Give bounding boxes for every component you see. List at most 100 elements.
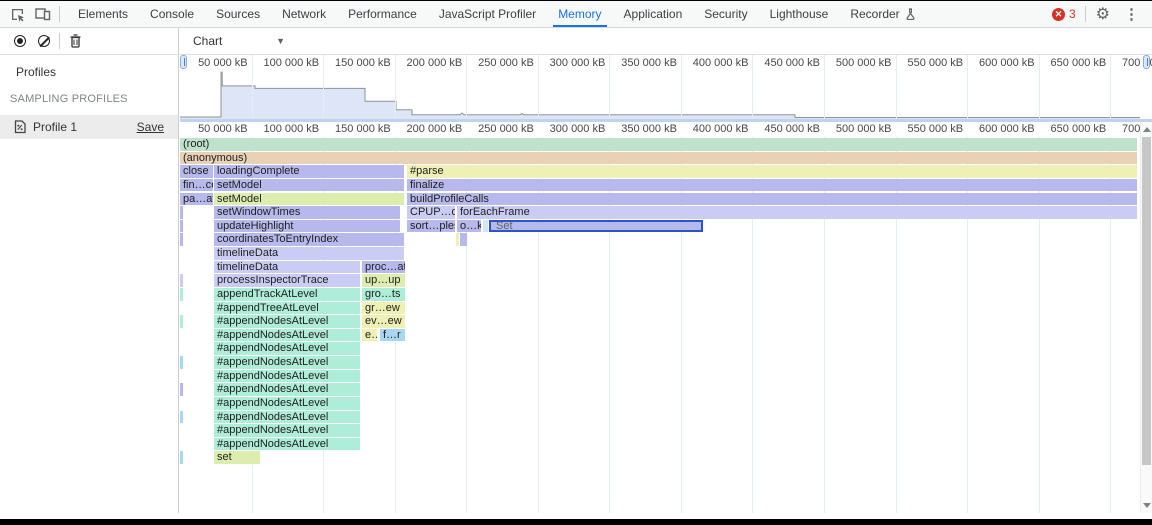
- error-icon: ✕: [1051, 7, 1065, 21]
- flame-block[interactable]: [180, 315, 183, 328]
- flame-block[interactable]: [180, 287, 183, 301]
- flame-block[interactable]: gr…ew: [362, 301, 405, 315]
- gridline: [323, 55, 325, 122]
- memory-panel-toolbar: Chart ▼: [0, 28, 1152, 55]
- gridline: [1038, 137, 1040, 513]
- flame-block[interactable]: #appendNodesAtLevel: [214, 369, 360, 383]
- view-mode-select[interactable]: Chart ▼: [187, 31, 291, 51]
- flame-block[interactable]: sort…ples: [407, 219, 455, 233]
- flame-block[interactable]: buildProfileCalls: [407, 192, 1137, 206]
- flame-block[interactable]: setModel: [214, 192, 404, 206]
- more-options-icon[interactable]: ⋮: [1124, 6, 1139, 23]
- tab-memory[interactable]: Memory: [547, 1, 612, 27]
- flame-block[interactable]: #appendNodesAtLevel: [214, 315, 360, 328]
- flame-block[interactable]: forEachFrame: [457, 206, 1137, 219]
- flame-block[interactable]: [180, 219, 183, 233]
- flame-block[interactable]: proc…ata: [362, 260, 405, 274]
- flame-block[interactable]: #appendNodesAtLevel: [214, 396, 360, 410]
- flame-block[interactable]: [180, 206, 183, 219]
- tab-lighthouse[interactable]: Lighthouse: [759, 1, 840, 27]
- tab-security[interactable]: Security: [693, 1, 758, 27]
- flame-block[interactable]: #parse: [407, 165, 1137, 178]
- toggle-device-toolbar-icon[interactable]: [30, 3, 56, 25]
- profiler-controls: [0, 28, 179, 54]
- tab-label: Elements: [78, 7, 129, 21]
- flame-block[interactable]: timelineData: [214, 247, 404, 260]
- sidebar-item-profile-1[interactable]: Profile 1 Save: [0, 115, 178, 139]
- record-heap-profile-button[interactable]: [8, 29, 32, 53]
- flame-block[interactable]: updateHighlight: [214, 219, 400, 233]
- flame-block[interactable]: [180, 274, 183, 287]
- flame-block[interactable]: e…: [362, 328, 377, 342]
- scrollbar-thumb[interactable]: [1142, 137, 1151, 465]
- flame-block[interactable]: set: [214, 451, 260, 465]
- flame-block[interactable]: [180, 356, 183, 369]
- overview-left-brush-handle[interactable]: [180, 55, 187, 69]
- tab-performance[interactable]: Performance: [337, 1, 428, 27]
- tab-application[interactable]: Application: [613, 1, 694, 27]
- flame-block[interactable]: (root): [180, 138, 1137, 151]
- chart-view: 50 000 kB 100 000 kB 150 000 kB 200 000 kB 2…: [180, 55, 1152, 513]
- flame-block[interactable]: CPUP…del: [407, 206, 455, 219]
- flame-block[interactable]: setWindowTimes: [214, 206, 400, 219]
- delete-profile-icon[interactable]: [63, 29, 87, 53]
- flame-block[interactable]: o…k: [457, 219, 481, 233]
- flame-block[interactable]: #appendNodesAtLevel: [214, 410, 360, 424]
- flame-block-selected[interactable]: Set: [489, 219, 703, 233]
- flame-block[interactable]: #appendNodesAtLevel: [214, 328, 360, 342]
- memory-overview-pane[interactable]: 50 000 kB 100 000 kB 150 000 kB 200 000 kB 2…: [180, 55, 1152, 122]
- axis-tick-label: 550 000 kB: [907, 123, 964, 135]
- flame-block[interactable]: finalize: [407, 178, 1137, 192]
- flame-block[interactable]: [180, 451, 183, 465]
- flame-block[interactable]: #appendNodesAtLevel: [214, 424, 360, 437]
- flame-block[interactable]: (anonymous): [180, 151, 1137, 165]
- flame-block[interactable]: ev…ew: [362, 315, 405, 328]
- flame-block[interactable]: #appendNodesAtLevel: [214, 437, 360, 451]
- flame-block[interactable]: #appendNodesAtLevel: [214, 383, 360, 396]
- flame-block[interactable]: [180, 410, 183, 424]
- flame-block[interactable]: setModel: [214, 178, 404, 192]
- scroll-down-arrow-icon[interactable]: [1143, 503, 1151, 508]
- flame-block[interactable]: timelineData: [214, 260, 360, 274]
- flame-block[interactable]: fin…ce: [180, 178, 213, 192]
- inspect-element-icon[interactable]: [4, 3, 30, 25]
- sampling-profiles-section-label: SAMPLING PROFILES: [10, 93, 128, 105]
- flame-block[interactable]: up…up: [362, 274, 405, 287]
- tab-recorder[interactable]: Recorder: [839, 1, 926, 27]
- tab-console[interactable]: Console: [139, 1, 205, 27]
- tab-javascript-profiler[interactable]: JavaScript Profiler: [428, 1, 547, 27]
- error-count-badge[interactable]: ✕ 3: [1046, 7, 1082, 21]
- settings-gear-icon[interactable]: ⚙: [1095, 6, 1110, 23]
- flame-block[interactable]: gro…ts: [362, 287, 405, 301]
- flame-block[interactable]: [180, 233, 183, 246]
- profiles-sidebar: Profiles SAMPLING PROFILES Profile 1 Sav…: [0, 55, 179, 513]
- clear-profiles-button[interactable]: [32, 29, 56, 53]
- flame-block[interactable]: appendTrackAtLevel: [214, 287, 360, 301]
- tab-label: Sources: [216, 7, 261, 21]
- flame-block[interactable]: #appendTreeAtLevel: [214, 301, 360, 315]
- tab-network[interactable]: Network: [271, 1, 337, 27]
- flame-block[interactable]: [483, 219, 488, 233]
- flame-block[interactable]: loadingComplete: [214, 165, 404, 178]
- flame-block[interactable]: f…r: [380, 328, 405, 342]
- vertical-scrollbar[interactable]: [1140, 122, 1152, 513]
- tab-sources[interactable]: Sources: [205, 1, 271, 27]
- axis-tick-label: 250 000 kB: [478, 123, 534, 135]
- tab-label: Memory: [558, 7, 602, 21]
- flame-block[interactable]: [180, 383, 183, 396]
- flame-block[interactable]: pa…at: [180, 192, 213, 206]
- tab-elements[interactable]: Elements: [67, 1, 139, 27]
- flame-block[interactable]: [456, 233, 459, 246]
- flame-block[interactable]: #appendNodesAtLevel: [214, 342, 360, 356]
- flame-block[interactable]: #appendNodesAtLevel: [214, 356, 360, 369]
- flame-chart[interactable]: (root) (anonymous) close loadingComplete #pa…: [180, 137, 1140, 513]
- flame-block[interactable]: coordinatesToEntryIndex: [214, 233, 404, 246]
- flame-block[interactable]: processInspectorTrace: [214, 274, 360, 287]
- overview-right-brush-handle[interactable]: [1143, 55, 1150, 69]
- flame-block[interactable]: [460, 233, 467, 246]
- flame-block[interactable]: close: [180, 165, 213, 178]
- save-profile-link[interactable]: Save: [136, 120, 164, 134]
- scroll-up-arrow-icon[interactable]: [1143, 127, 1151, 132]
- gridline: [1038, 55, 1040, 122]
- axis-tick-label: 50 000 kB: [198, 123, 248, 135]
